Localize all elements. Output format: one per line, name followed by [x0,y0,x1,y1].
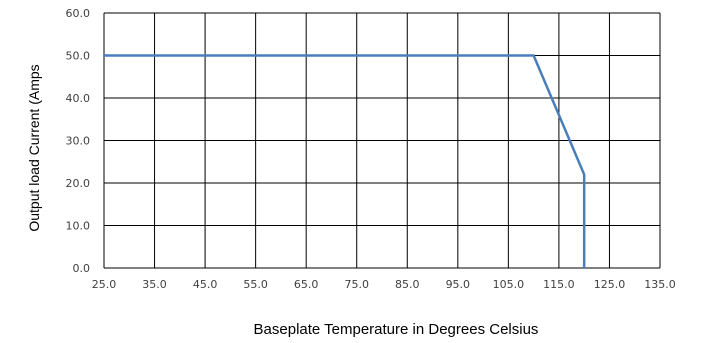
x-tick-label: 125.0 [594,278,626,291]
y-tick-label: 0.0 [73,262,91,275]
y-axis-ticks: 0.0 10.0 20.0 30.0 40.0 50.0 60.0 [66,7,91,275]
y-tick-label: 40.0 [66,92,91,105]
y-axis-title: Output load Current (Amps [26,64,42,231]
y-tick-label: 60.0 [66,7,91,20]
x-tick-label: 45.0 [193,278,218,291]
x-tick-label: 85.0 [395,278,420,291]
grid [103,12,661,269]
x-tick-label: 35.0 [142,278,167,291]
y-tick-label: 20.0 [66,177,91,190]
series-layer [103,54,586,269]
y-tick-label: 30.0 [66,135,91,148]
x-tick-label: 115.0 [543,278,575,291]
x-tick-label: 55.0 [243,278,268,291]
series-line [104,54,586,268]
x-tick-label: 135.0 [644,278,676,291]
x-tick-label: 105.0 [493,278,525,291]
x-axis-title: Baseplate Temperature in Degrees Celsius [254,321,539,338]
x-axis-ticks: 25.0 35.0 45.0 55.0 65.0 75.0 85.0 95.0 105.0 115… [92,278,676,291]
x-tick-label: 25.0 [92,278,117,291]
x-tick-label: 95.0 [446,278,471,291]
y-tick-label: 50.0 [66,50,91,63]
y-tick-label: 10.0 [66,220,91,233]
x-tick-label: 75.0 [344,278,369,291]
x-tick-label: 65.0 [294,278,319,291]
